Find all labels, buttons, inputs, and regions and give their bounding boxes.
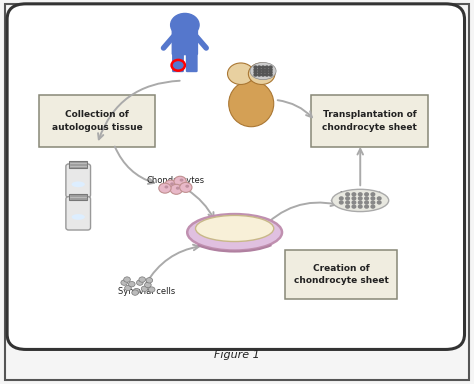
Circle shape (125, 285, 131, 291)
Circle shape (121, 280, 128, 285)
Circle shape (254, 71, 257, 73)
Circle shape (339, 201, 343, 204)
Circle shape (262, 69, 264, 71)
Text: Cell Sheet: Cell Sheet (339, 191, 382, 200)
Circle shape (265, 69, 268, 71)
Circle shape (358, 205, 362, 208)
Circle shape (139, 277, 146, 282)
Circle shape (132, 290, 138, 295)
Circle shape (365, 197, 368, 200)
FancyBboxPatch shape (172, 26, 198, 55)
Circle shape (258, 66, 261, 68)
Circle shape (258, 74, 261, 76)
Circle shape (124, 277, 130, 282)
Circle shape (258, 71, 261, 73)
Circle shape (171, 13, 199, 36)
Circle shape (358, 197, 362, 200)
Circle shape (352, 197, 356, 200)
FancyBboxPatch shape (311, 95, 428, 147)
Circle shape (265, 74, 268, 76)
Circle shape (352, 201, 356, 204)
Circle shape (358, 201, 362, 204)
Circle shape (346, 201, 349, 204)
FancyBboxPatch shape (5, 4, 469, 380)
Circle shape (170, 184, 182, 194)
Circle shape (254, 69, 257, 71)
Ellipse shape (187, 214, 282, 251)
Circle shape (262, 66, 264, 68)
Circle shape (265, 71, 268, 73)
Text: Chondrocytes: Chondrocytes (146, 176, 204, 185)
Circle shape (254, 66, 257, 68)
Circle shape (346, 205, 349, 208)
Circle shape (164, 185, 168, 189)
Circle shape (371, 201, 374, 204)
Ellipse shape (72, 182, 85, 187)
Circle shape (358, 193, 362, 196)
Circle shape (371, 205, 374, 208)
Circle shape (228, 63, 254, 84)
Circle shape (346, 193, 349, 196)
Circle shape (133, 288, 140, 294)
Circle shape (262, 71, 264, 73)
Circle shape (269, 74, 272, 76)
Circle shape (145, 282, 151, 288)
Text: Collection of
autologous tissue: Collection of autologous tissue (52, 110, 143, 132)
Circle shape (365, 193, 368, 196)
Circle shape (176, 187, 180, 190)
Circle shape (174, 176, 186, 186)
Circle shape (146, 278, 153, 283)
FancyBboxPatch shape (39, 95, 155, 147)
Circle shape (164, 180, 177, 190)
FancyBboxPatch shape (69, 194, 87, 200)
Text: Transplantation of
chondrocyte sheet: Transplantation of chondrocyte sheet (322, 110, 417, 132)
FancyBboxPatch shape (69, 161, 87, 168)
Circle shape (180, 179, 183, 182)
Circle shape (141, 286, 148, 291)
Circle shape (371, 193, 374, 196)
Circle shape (170, 182, 174, 185)
Circle shape (265, 66, 268, 68)
Circle shape (269, 69, 272, 71)
Ellipse shape (228, 81, 274, 127)
Circle shape (159, 183, 171, 193)
Circle shape (352, 205, 356, 208)
FancyBboxPatch shape (172, 51, 184, 72)
Ellipse shape (332, 189, 389, 212)
Ellipse shape (250, 62, 276, 79)
FancyBboxPatch shape (66, 197, 91, 230)
Circle shape (352, 193, 356, 196)
Ellipse shape (72, 214, 85, 220)
Circle shape (137, 280, 143, 285)
Circle shape (258, 69, 261, 71)
Circle shape (365, 205, 368, 208)
Text: Creation of
chondrocyte sheet: Creation of chondrocyte sheet (294, 264, 389, 285)
Circle shape (377, 197, 381, 200)
Circle shape (185, 185, 189, 188)
Circle shape (346, 197, 349, 200)
Circle shape (377, 201, 381, 204)
Circle shape (254, 74, 257, 76)
Circle shape (262, 74, 264, 76)
Circle shape (365, 201, 368, 204)
Circle shape (269, 71, 272, 73)
FancyBboxPatch shape (66, 164, 91, 197)
Circle shape (339, 197, 343, 200)
FancyBboxPatch shape (7, 4, 465, 349)
Ellipse shape (195, 215, 274, 242)
Circle shape (269, 66, 272, 68)
Circle shape (128, 281, 135, 287)
Circle shape (371, 197, 374, 200)
Text: Figure 1: Figure 1 (214, 350, 260, 360)
Circle shape (148, 287, 155, 292)
Circle shape (180, 182, 192, 192)
FancyBboxPatch shape (285, 250, 397, 299)
Text: Synovial cells: Synovial cells (118, 287, 175, 296)
Circle shape (248, 63, 275, 84)
FancyBboxPatch shape (186, 51, 198, 72)
